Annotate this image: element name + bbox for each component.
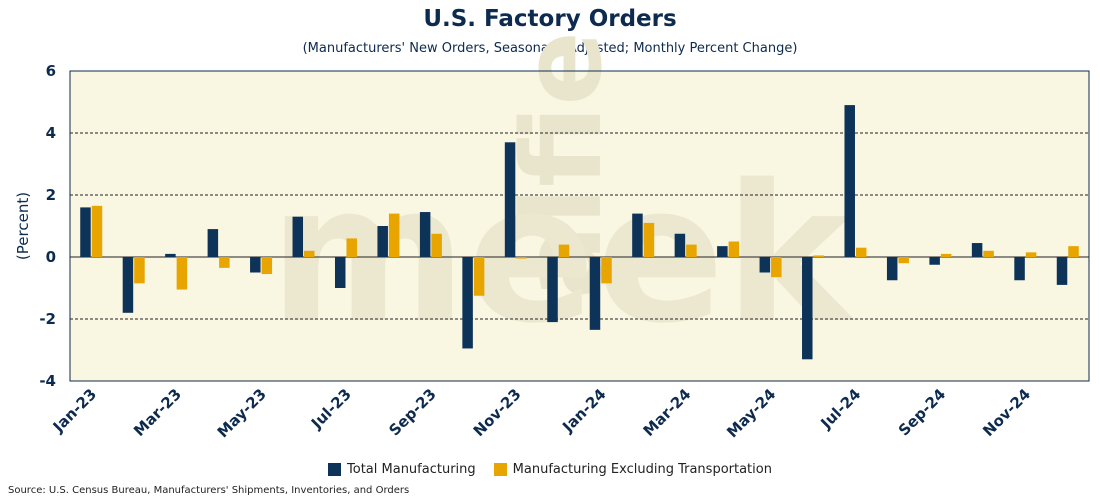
legend: Total Manufacturing Manufacturing Exclud… [0, 462, 1100, 477]
bar-ex-transport [813, 255, 825, 257]
bar-ex-transport [176, 257, 188, 290]
bar-ex-transport [346, 238, 357, 257]
bar-total [334, 257, 346, 288]
bar-total [122, 257, 134, 313]
bar-total [886, 257, 898, 281]
bar-total [207, 229, 219, 257]
bar-ex-transport [134, 257, 145, 284]
bar-total [929, 257, 940, 265]
bar-total [589, 257, 601, 330]
bar-total [292, 216, 304, 257]
bar-total [1014, 257, 1025, 281]
plot-border [69, 70, 1090, 382]
x-tick-label: Mar-23 [130, 385, 185, 440]
bar-ex-transport [431, 233, 442, 257]
bar-total [250, 257, 261, 273]
x-tick-label: Jul-23 [307, 385, 355, 433]
legend-item-ex-transport: Manufacturing Excluding Transportation [493, 462, 772, 477]
bar-total [632, 213, 643, 257]
bar-ex-transport [643, 222, 655, 257]
x-tick-label: Nov-23 [470, 385, 525, 440]
bar-ex-transport [855, 247, 867, 257]
bar-total [759, 257, 771, 273]
bar-total [80, 207, 91, 257]
source-note: Source: U.S. Census Bureau, Manufacturer… [8, 485, 410, 496]
bar-total [462, 257, 473, 349]
x-tick-label: Sep-24 [895, 385, 949, 439]
bar-ex-transport [1068, 246, 1079, 257]
bar-total [165, 253, 176, 257]
bar-total [802, 257, 813, 360]
legend-swatch-ex-transport [493, 463, 507, 476]
y-tick-label: -2 [39, 310, 56, 328]
bar-ex-transport [516, 257, 527, 259]
bar-ex-transport [983, 250, 994, 257]
x-tick-label: May-23 [214, 385, 270, 441]
y-tick-label: 0 [46, 248, 56, 266]
bar-ex-transport [686, 244, 697, 257]
legend-label-total: Total Manufacturing [347, 462, 476, 477]
y-tick-label: 6 [46, 62, 56, 80]
bar-total [844, 105, 855, 257]
bar-total [1056, 257, 1068, 285]
x-tick-label: Jan-24 [558, 385, 609, 436]
chart-title: U.S. Factory Orders [423, 6, 677, 32]
x-tick-label: Mar-24 [640, 385, 695, 440]
x-tick-label: Jan-23 [49, 385, 100, 436]
bar-ex-transport [91, 205, 103, 257]
bar-total [504, 142, 516, 257]
chart-subtitle: (Manufacturers' New Orders, Seasonally A… [302, 41, 798, 56]
y-axis-label: (Percent) [14, 192, 32, 260]
bar-total [377, 226, 388, 257]
bar-ex-transport [219, 257, 230, 268]
bar-total [674, 233, 686, 257]
bar-ex-transport [898, 257, 909, 264]
legend-item-total: Total Manufacturing [328, 462, 476, 477]
bar-ex-transport [601, 257, 612, 284]
bar-total [717, 246, 728, 257]
bar-ex-transport [261, 257, 273, 275]
plot-area [70, 71, 1089, 381]
legend-swatch-total [328, 463, 342, 476]
y-tick-label: 4 [46, 124, 56, 142]
legend-label-ex-transport: Manufacturing Excluding Transportation [512, 462, 772, 477]
bar-ex-transport [304, 250, 315, 257]
bar-total [419, 212, 431, 257]
x-tick-label: May-24 [723, 385, 779, 441]
x-tick-label: Nov-24 [979, 385, 1034, 440]
y-tick-label: -4 [39, 372, 56, 390]
x-tick-label: Jul-24 [817, 385, 865, 433]
bar-ex-transport [940, 253, 952, 257]
x-tick-label: Sep-23 [385, 385, 439, 439]
bar-ex-transport [558, 244, 570, 257]
bar-total [547, 257, 558, 323]
bar-total [971, 243, 983, 257]
bar-ex-transport [728, 241, 740, 257]
bar-ex-transport [771, 257, 782, 278]
bar-ex-transport [473, 257, 485, 296]
bar-ex-transport [1025, 252, 1037, 257]
bar-ex-transport [388, 213, 400, 257]
y-tick-label: 2 [46, 186, 56, 204]
